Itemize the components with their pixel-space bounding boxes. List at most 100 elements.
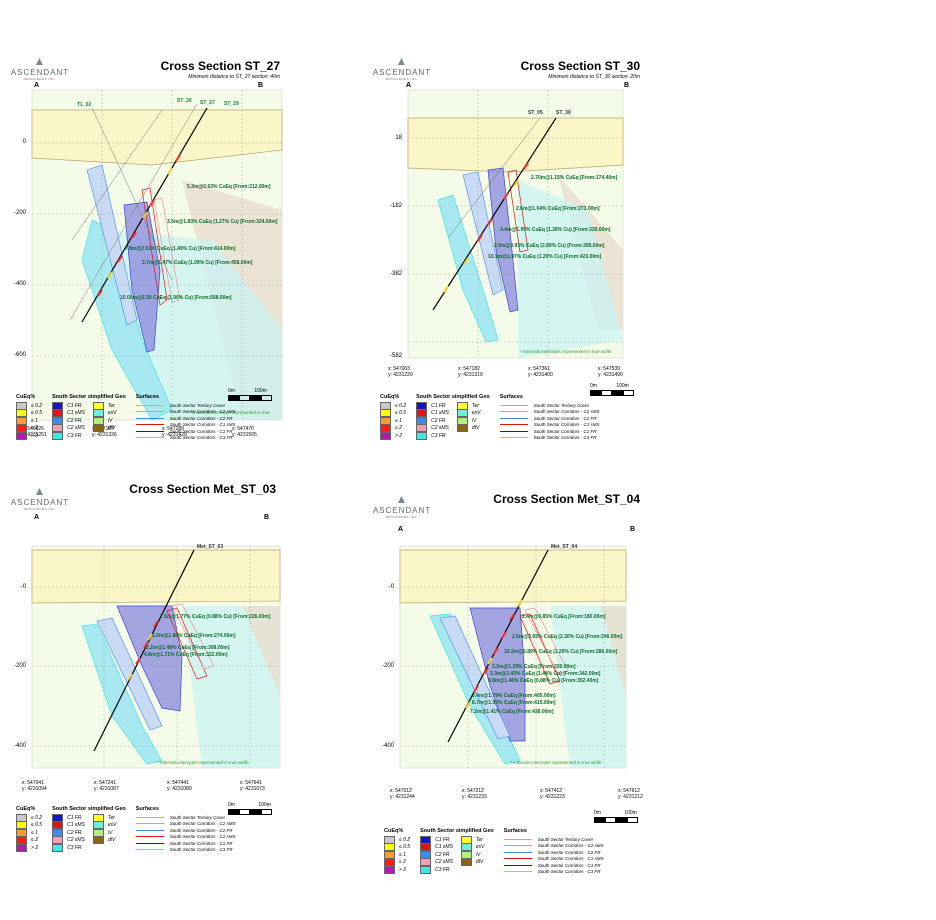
- legend-met03: CuEq% ≤ 0.2 ≤ 0.5 ≤ 1 ≤ 2 > 2 South Sector sim…: [16, 806, 296, 866]
- legend-item: South Sector Corridors - C2 sMS: [499, 409, 600, 416]
- legend-label: ≤ 0.5: [31, 822, 43, 829]
- legend-label: C2 FR: [431, 417, 446, 424]
- legend-label: C3 FR: [431, 432, 446, 439]
- legend-label: ≤ 1: [399, 851, 406, 858]
- legend-label: C1 sMS: [435, 844, 453, 851]
- legend-label: C2 FR: [67, 417, 82, 424]
- legend-label: ≤ 2: [399, 859, 406, 866]
- legend-item: > 2: [384, 865, 410, 874]
- coord-label: x: 547441 y: 4231080: [167, 780, 192, 792]
- legend-label: C3 FR: [67, 844, 82, 851]
- legend-line: [499, 437, 528, 439]
- legend-label: C2 FR: [435, 851, 450, 858]
- legend-label: C1 sMS: [67, 822, 85, 829]
- legend-label: C3 FR: [435, 866, 450, 873]
- y-tick-label: -182: [389, 203, 402, 209]
- y-tick-label: 18: [395, 135, 402, 141]
- drillhole-trace: [447, 549, 549, 743]
- legend-swatch: [92, 836, 104, 845]
- true-width-note: * Intervals intercepts represented in tr…: [157, 760, 249, 765]
- section-end-b: B: [630, 526, 636, 533]
- intercept-label: 10.00m@2.39 CuEq (1.90% Cu) [From:568.00…: [120, 295, 232, 301]
- legend-met04: CuEq% ≤ 0.2 ≤ 0.5 ≤ 1 ≤ 2 > 2 South Sector sim…: [384, 828, 664, 888]
- geo-legend-title: South Sector simplified Geo: [52, 806, 126, 812]
- intercept-label: 9.8m@1.46% CuEq (0.88% Cu) [From:352.40m…: [488, 678, 599, 684]
- section-panel-met04: ▲ ASCENDANT RESOURCES INC. Cross Section…: [368, 480, 828, 920]
- legend-item: dtV: [460, 858, 485, 867]
- surfaces-legend: Surfaces South Sector Tertiary Cover South…: [135, 394, 236, 441]
- intercept-label: 3.3m@3.43% CuEq (1.44% Cu) [From:342.00m…: [490, 671, 601, 677]
- y-tick-label: -200: [13, 210, 26, 216]
- surfaces-legend: Surfaces South Sector Tertiary Cover South…: [503, 828, 604, 875]
- legend-line: [499, 417, 528, 419]
- legend-line: [503, 864, 532, 866]
- legend-label: ≤ 0.5: [395, 410, 407, 417]
- legend-label: ≤ 1: [31, 829, 38, 836]
- intercept-label: 8.7m@1.92% CuEq [From:415.00m]: [472, 700, 556, 706]
- geo-legend-title: South Sector simplified Geo: [420, 828, 494, 834]
- legend-label: ≤ 1: [395, 417, 402, 424]
- legend-item: South Sector Corridors - C1 sMS: [499, 422, 600, 429]
- legend-item: South Sector Corridors - C2 FR: [135, 415, 236, 422]
- legend-label: South Sector Corridors - C2 sMS: [537, 843, 604, 849]
- company-logo: ▲ ASCENDANT RESOURCES INC.: [10, 484, 70, 511]
- legend-item: South Sector Corridors - C1 sMS: [135, 422, 236, 429]
- intercept-label: 3.7m@1.47% CuEq (1.09% Cu) [From:458.00m…: [142, 260, 253, 266]
- section-end-b: B: [264, 514, 270, 521]
- cueq-legend-title: CuEq%: [16, 394, 36, 400]
- intercept-label: 2.6m@1.04% CuEq [From:273.00m]: [516, 206, 600, 212]
- legend-label: South Sector Corridors - C2 FR: [533, 415, 597, 421]
- legend-line: [135, 816, 164, 818]
- legend-label: South Sector Corridors - C1 sMS: [169, 422, 236, 428]
- hole-label: Met_ST_03: [197, 544, 223, 550]
- drillhole-trace: [432, 117, 557, 311]
- cueq-legend: CuEq% ≤ 0.2 ≤ 0.5 ≤ 1 ≤ 2 > 2: [16, 806, 42, 853]
- legend-swatch: [416, 431, 428, 440]
- scale-bar: 0m 100m: [228, 388, 272, 401]
- legend-label: Ter: [107, 814, 115, 821]
- coord-label: x: 547182 y: 4231310: [458, 366, 483, 378]
- geo-legend-title: South Sector simplified Geo: [52, 394, 126, 400]
- section-subtitle: Minimum distance to ST_27 section: 40m: [188, 74, 280, 80]
- legend-label: ≤ 0.5: [399, 844, 411, 851]
- section-plot: Met_ST_04 2.4m@0.85% CuEq [From:180.00m]…: [399, 544, 627, 769]
- scale-bar: 0m 100m: [228, 802, 272, 815]
- legend-line: [135, 404, 164, 406]
- intercept-label: 2.9m@3.93% CuEq (2.80% Cu) [From:395.00m…: [494, 243, 605, 249]
- intercept-label: 2.4m@0.85% CuEq [From:180.00m]: [522, 614, 606, 620]
- scale-start: 0m: [228, 802, 235, 808]
- legend-label: South Sector Corridors - C2 FR: [169, 827, 233, 833]
- legend-label: South Sector Corridors - C1 sMS: [169, 834, 236, 840]
- legend-item: South Sector Corridors - C2 sMS: [135, 821, 236, 828]
- section-end-a: A: [398, 526, 404, 533]
- section-end-a: A: [34, 514, 40, 521]
- legend-label: South Sector Corridors - C2 FR: [169, 415, 233, 421]
- y-tick-label: -400: [13, 281, 26, 287]
- intercept-label: 7.2m@1.41% CuEq [From:438.00m]: [470, 709, 554, 715]
- legend-label: South Sector Corridors - C1 FR: [169, 428, 233, 434]
- hole-label: ST_29: [224, 101, 239, 107]
- logo-sub: RESOURCES INC.: [23, 77, 57, 81]
- legend-line: [135, 829, 164, 831]
- legend-label: ≤ 0.2: [399, 836, 411, 843]
- legend-line: [503, 851, 532, 853]
- legend-label: > 2: [395, 432, 403, 439]
- legend-line: [503, 871, 532, 873]
- legend-label: South Sector Corridors - C3 FR: [537, 869, 601, 875]
- intercept-label: 5.3m@0.63% CuEq [From:212.00m]: [187, 184, 271, 190]
- legend-label: > 2: [31, 844, 39, 851]
- logo-name: ASCENDANT: [10, 498, 70, 507]
- legend-label: C1 FR: [435, 836, 450, 843]
- scale-start: 0m: [228, 388, 235, 394]
- legend-swatch: [92, 424, 104, 433]
- company-logo: ▲ ASCENDANT RESOURCES INC.: [372, 492, 432, 519]
- coord-label: x: 547539 y: 4231490: [598, 366, 623, 378]
- legend-label: dtV: [107, 425, 116, 432]
- surfaces-legend-title: Surfaces: [135, 394, 159, 400]
- legend-label: South Sector Corridors - C1 FR: [537, 862, 601, 868]
- legend-line: [499, 424, 528, 426]
- logo-mark-icon: ▲: [33, 484, 47, 498]
- legend-label: esV: [107, 822, 117, 829]
- hole-label: Met_ST_04: [551, 544, 577, 550]
- legend-label: ≤ 1: [31, 417, 38, 424]
